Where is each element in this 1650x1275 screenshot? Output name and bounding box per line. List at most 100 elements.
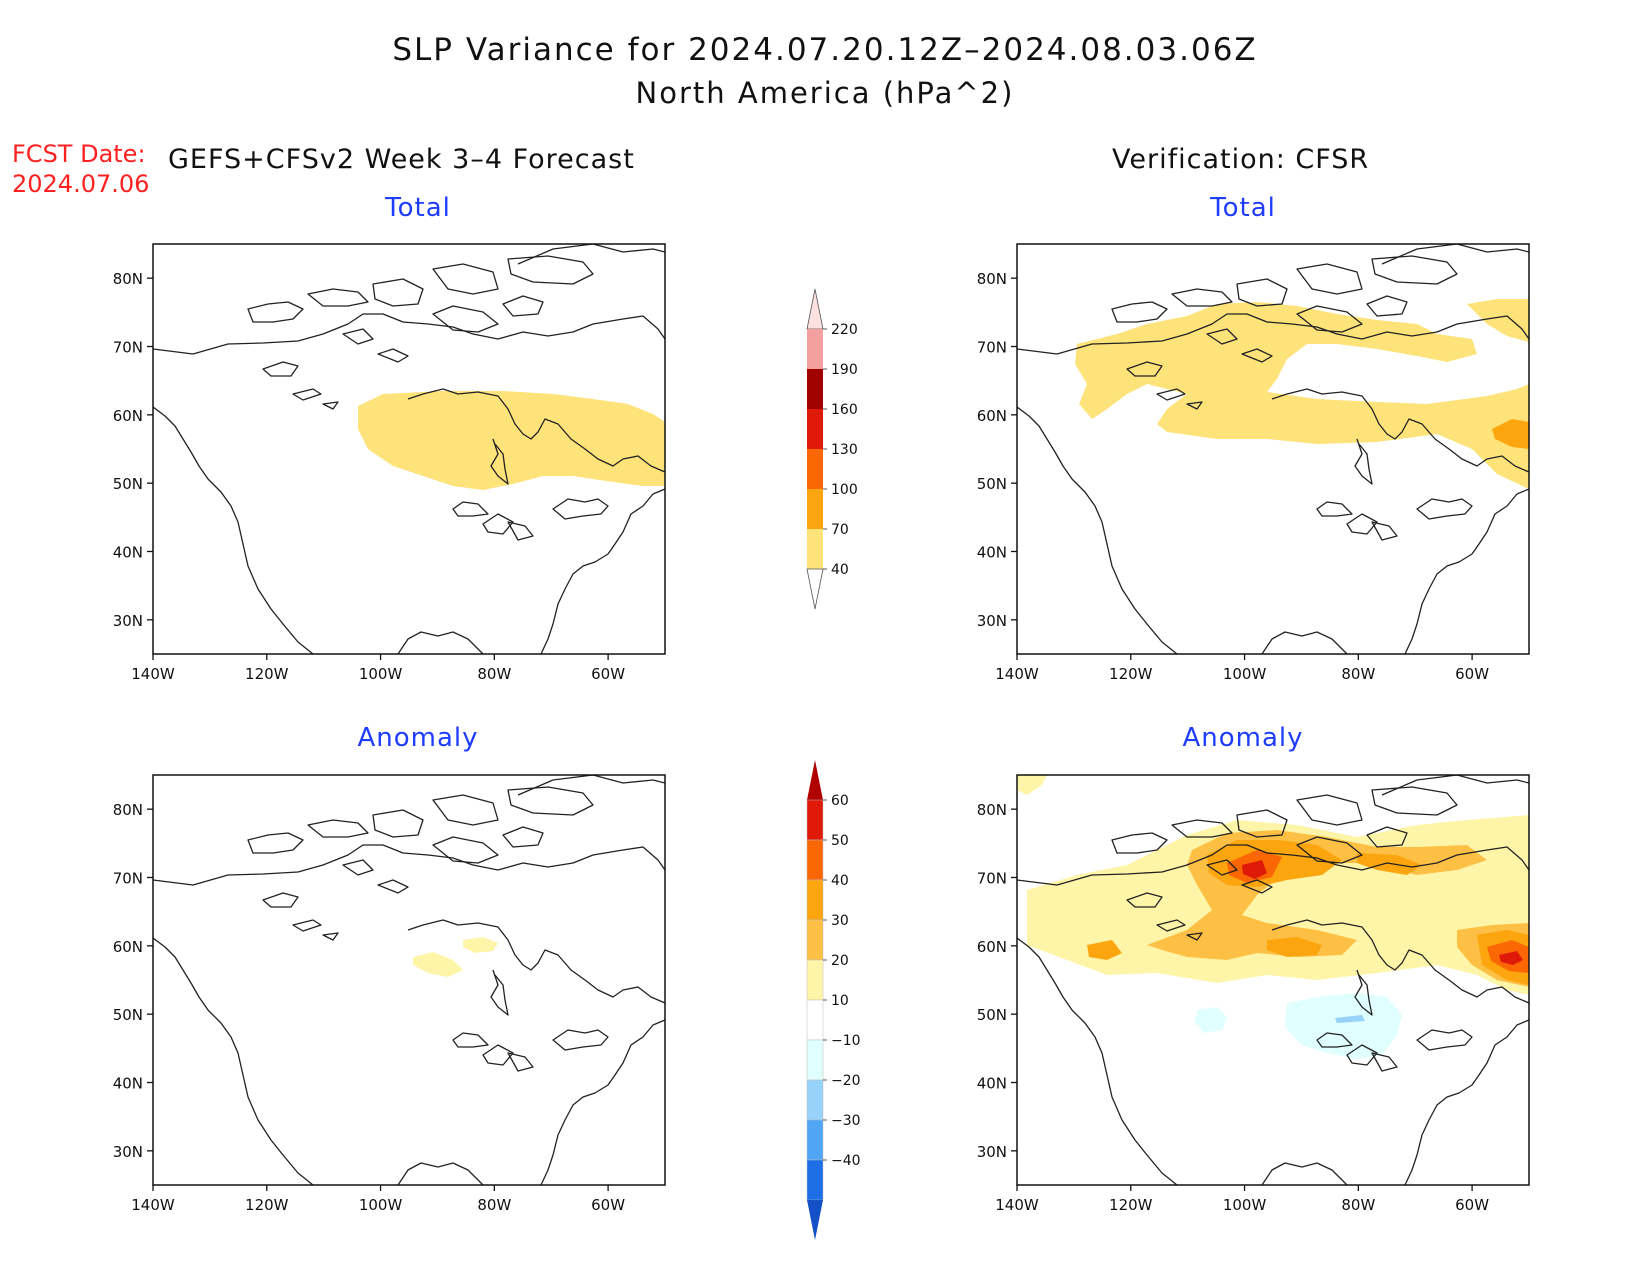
y-tick-label: 50N <box>977 1006 1007 1024</box>
field-anomaly-neg10 <box>1285 993 1402 1059</box>
colorbar-cap-bottom <box>807 1200 823 1240</box>
x-tick-label: 80W <box>1341 1196 1375 1214</box>
y-tick-label: 40N <box>113 1075 143 1093</box>
panel-title-forecast-total: Total <box>385 193 451 223</box>
field-anomaly-neg20 <box>1335 1015 1365 1023</box>
colorbar-box <box>807 489 823 529</box>
y-tick-label: 50N <box>977 475 1007 493</box>
forecast-total-map: 140W 120W 100W 80W 60W 80N 70N 60N 50N 40N 30N <box>113 243 666 683</box>
colorbar-box <box>807 329 823 369</box>
colorbar-anomaly: 60 50 40 30 20 10 −10 −20 −30 −40 <box>806 760 861 1240</box>
y-tick-label: 50N <box>113 1006 143 1024</box>
panel-title-verification-anomaly: Anomaly <box>1182 723 1304 753</box>
x-tick-label: 80W <box>477 665 511 683</box>
x-tick-label: 120W <box>245 665 289 683</box>
field-anomaly-30 <box>1267 937 1322 957</box>
y-tick-label: 70N <box>113 870 143 888</box>
x-tick-label: 100W <box>1223 665 1267 683</box>
panel-title-verification-total: Total <box>1210 193 1276 223</box>
y-tick-label: 40N <box>977 1075 1007 1093</box>
x-tick-label: 100W <box>359 665 403 683</box>
colorbar-box <box>807 369 823 409</box>
colorbar-label: 100 <box>831 482 858 498</box>
y-tick-label: 50N <box>113 475 143 493</box>
y-tick-label: 30N <box>977 1143 1007 1161</box>
x-tick-label: 60W <box>1455 665 1489 683</box>
field-total-70 <box>1492 419 1529 449</box>
colorbar-box <box>806 1039 824 1081</box>
colorbar-label: −40 <box>831 1153 861 1169</box>
x-tick-label: 120W <box>245 1196 289 1214</box>
field-anomaly-10 <box>413 952 463 977</box>
colorbar-label: −30 <box>831 1113 861 1129</box>
x-tick-label: 140W <box>131 1196 175 1214</box>
main-title: SLP Variance for 2024.07.20.12Z–2024.08.… <box>392 32 1258 68</box>
y-tick-label: 40N <box>113 544 143 562</box>
colorbar-label: 20 <box>831 953 849 969</box>
colorbar-label: 10 <box>831 993 849 1009</box>
x-tick-label: 80W <box>477 1196 511 1214</box>
colorbar-label: 40 <box>831 562 849 578</box>
y-tick-label: 70N <box>113 339 143 357</box>
field-total-40 <box>1467 299 1529 342</box>
y-tick-label: 80N <box>113 801 143 819</box>
y-tick-label: 70N <box>977 339 1007 357</box>
y-tick-label: 30N <box>113 1143 143 1161</box>
x-tick-label: 60W <box>591 1196 625 1214</box>
x-tick-label: 140W <box>995 1196 1039 1214</box>
x-tick-label: 140W <box>995 665 1039 683</box>
colorbar-cap-top <box>807 760 823 800</box>
x-tick-label: 60W <box>591 665 625 683</box>
colorbar-box <box>806 959 824 1001</box>
colorbar-label: 70 <box>831 522 849 538</box>
colorbar-box <box>807 529 823 569</box>
verification-header: Verification: CFSR <box>1112 144 1370 175</box>
verification-total-map: 140W 120W 100W 80W 60W 80N 70N 60N 50N 40N 30N <box>977 243 1530 683</box>
field-total-40 <box>358 391 665 490</box>
colorbar-label: 190 <box>831 362 858 378</box>
field-total-40 <box>1075 302 1529 489</box>
colorbar-box <box>806 919 824 961</box>
y-tick-label: 60N <box>977 938 1007 956</box>
coastline <box>153 775 665 1185</box>
fcst-date-value: 2024.07.06 <box>12 170 150 198</box>
x-tick-label: 100W <box>359 1196 403 1214</box>
colorbar-label: 40 <box>831 873 849 889</box>
x-tick-label: 140W <box>131 665 175 683</box>
field-anomaly-20 <box>1087 940 1122 960</box>
y-tick-label: 60N <box>977 407 1007 425</box>
field-anomaly-50 <box>1242 860 1267 879</box>
colorbar-box <box>806 799 824 841</box>
y-tick-label: 30N <box>113 612 143 630</box>
x-tick-label: 100W <box>1223 1196 1267 1214</box>
forecast-header: GEFS+CFSv2 Week 3–4 Forecast <box>168 144 635 175</box>
x-tick-label: 120W <box>1109 1196 1153 1214</box>
field-anomaly-50 <box>1499 951 1523 965</box>
colorbar-total: 40 70 100 130 160 190 220 <box>806 288 858 610</box>
field-anomaly-10 <box>1017 775 1047 795</box>
colorbar-label: 160 <box>831 402 858 418</box>
colorbar-label: 30 <box>831 913 849 929</box>
y-tick-label: 80N <box>113 270 143 288</box>
field-anomaly-10 <box>463 937 498 953</box>
fcst-date-label: FCST Date: <box>12 140 146 168</box>
verification-anomaly-map: 140W 120W 100W 80W 60W 80N 70N 60N 50N 40N 30N <box>977 774 1530 1214</box>
colorbar-label: 50 <box>831 833 849 849</box>
main-subtitle: North America (hPa^2) <box>635 76 1015 110</box>
x-tick-label: 80W <box>1341 665 1375 683</box>
forecast-anomaly-map: 140W 120W 100W 80W 60W 80N 70N 60N 50N 40N 30N <box>113 774 666 1214</box>
colorbar-label: 60 <box>831 793 849 809</box>
y-tick-label: 40N <box>977 544 1007 562</box>
colorbar-box <box>806 999 824 1041</box>
colorbar-label: 220 <box>831 322 858 338</box>
field-anomaly-neg10 <box>1195 1007 1227 1033</box>
x-tick-label: 60W <box>1455 1196 1489 1214</box>
panel-title-forecast-anomaly: Anomaly <box>357 723 479 753</box>
y-tick-label: 80N <box>977 270 1007 288</box>
y-tick-label: 70N <box>977 870 1007 888</box>
x-tick-label: 120W <box>1109 665 1153 683</box>
y-tick-label: 30N <box>977 612 1007 630</box>
colorbar-box <box>806 1119 824 1161</box>
colorbar-cap-top <box>806 288 824 330</box>
colorbar-cap-bottom <box>806 568 824 610</box>
